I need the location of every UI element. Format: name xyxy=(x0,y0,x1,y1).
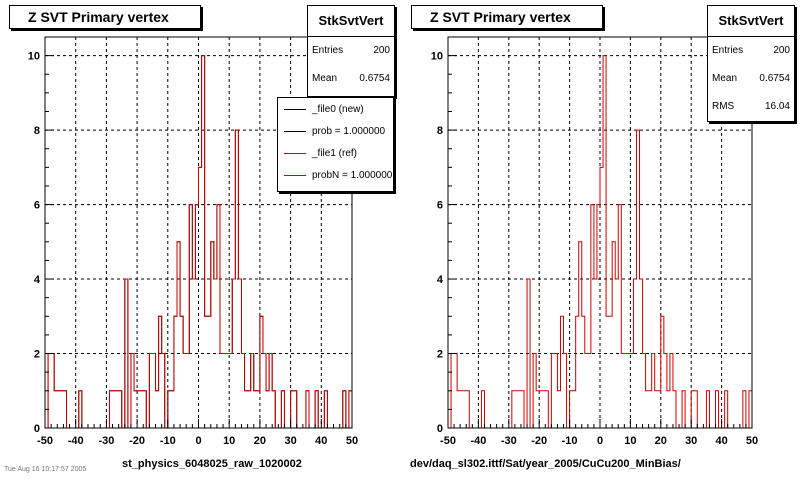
panel-1-x-tick-label-0: 0 xyxy=(195,435,201,447)
legend-entry-probn: probN = 1.000000 xyxy=(278,164,393,186)
panel-2-y-tick-label-0: 0 xyxy=(437,423,443,435)
panel-2-stats-row-entries: Entries 200 xyxy=(708,37,794,65)
panel-1-x-tick-label-40: 40 xyxy=(315,435,327,447)
panel-1-x-tick-label-30: 30 xyxy=(284,435,296,447)
panel-1-stats-mean-label: Mean xyxy=(312,73,338,84)
panel-1-stats-mean-value: 0.6754 xyxy=(359,73,390,84)
legend-entry-file0: _file0 (new) xyxy=(278,98,393,120)
panel-1-y-tick-label-0: 0 xyxy=(34,423,40,435)
panel-1-y-tick-label-10: 10 xyxy=(28,51,40,63)
legend-label-probn: probN = 1.000000 xyxy=(312,169,393,181)
footer-timestamp: Tue Aug 16 10:17:57 2005 xyxy=(4,466,87,473)
legend-label-file0: _file0 (new) xyxy=(312,103,364,115)
panel-1-title: Z SVT Primary vertex xyxy=(9,5,201,29)
panel-2-y-tick-label-10: 10 xyxy=(431,51,443,63)
panel-2-y-tick-label-6: 6 xyxy=(437,200,443,212)
legend-entry-prob: prob = 1.000000 xyxy=(278,120,393,142)
panel-2-stats-mean-label: Mean xyxy=(712,73,738,84)
legend-swatch-file1 xyxy=(284,152,306,154)
panel-1-x-tick-label--30: -30 xyxy=(98,435,114,447)
panel-1-x-tick-label-20: 20 xyxy=(254,435,266,447)
panel-1-y-tick-label-4: 4 xyxy=(34,274,41,286)
panel-2-x-tick-label--40: -40 xyxy=(470,435,486,447)
panel-1-y-tick-label-2: 2 xyxy=(34,349,40,361)
panel-1-x-tick-label-50: 50 xyxy=(346,435,358,447)
panel-2-stats-rms-label: RMS xyxy=(712,101,735,112)
panel-2-y-tick-label-4: 4 xyxy=(437,274,444,286)
legend-entry-file1: _file1 (ref) xyxy=(278,142,393,164)
legend-swatch-file0 xyxy=(284,108,306,110)
panel-2-title: Z SVT Primary vertex xyxy=(411,5,603,29)
panel-2-stats-entries-label: Entries xyxy=(712,45,744,56)
panel-2-stats-row-rms: RMS 16.04 xyxy=(708,93,794,121)
panel-2-x-axis-title: dev/daq_sl302.ittf/Sat/year_2005/CuCu200… xyxy=(410,458,681,470)
panel-1-x-tick-label--40: -40 xyxy=(68,435,84,447)
panel-2-x-tick-label--20: -20 xyxy=(531,435,547,447)
panel-2-x-tick-label-20: 20 xyxy=(655,435,667,447)
panel-1-x-axis-title: st_physics_6048025_raw_1020002 xyxy=(122,458,302,470)
panel-1-x-tick-label-10: 10 xyxy=(223,435,235,447)
panel-2-title-text: Z SVT Primary vertex xyxy=(430,9,571,25)
panel-1-stats-row-entries: Entries 200 xyxy=(308,37,394,65)
panel-2-stats-name: StkSvtVert xyxy=(708,6,794,37)
panel-2-stats-entries-value: 200 xyxy=(773,45,790,56)
panel-2-stats-box: StkSvtVert Entries 200 Mean 0.6754 RMS 1… xyxy=(707,5,795,122)
panel-2-x-tick-label--10: -10 xyxy=(562,435,578,447)
panel-1-stats-entries-value: 200 xyxy=(373,45,390,56)
panel-2-x-tick-label-10: 10 xyxy=(624,435,636,447)
panel-1-stats-box: StkSvtVert Entries 200 Mean 0.6754 xyxy=(307,5,395,97)
panel-2-x-tick-label-40: 40 xyxy=(715,435,727,447)
panel-1-legend: _file0 (new) prob = 1.000000 _file1 (ref… xyxy=(277,97,394,192)
panel-1-stats-row-mean: Mean 0.6754 xyxy=(308,65,394,93)
panel-1-stats-entries-label: Entries xyxy=(312,45,344,56)
panel-1-x-tick-label--10: -10 xyxy=(160,435,176,447)
panel-1-stats-name: StkSvtVert xyxy=(308,6,394,37)
panel-2-x-tick-label-30: 30 xyxy=(685,435,697,447)
panel-1-title-text: Z SVT Primary vertex xyxy=(28,9,169,25)
panel-2-x-tick-label-50: 50 xyxy=(746,435,758,447)
panel-1-x-tick-label--20: -20 xyxy=(129,435,145,447)
legend-swatch-probn xyxy=(284,174,306,176)
panel-2-x-tick-label--50: -50 xyxy=(440,435,456,447)
legend-swatch-prob xyxy=(284,130,306,132)
legend-label-prob: prob = 1.000000 xyxy=(312,125,386,137)
panel-2-y-tick-label-2: 2 xyxy=(437,349,443,361)
panel-2-stats-rms-value: 16.04 xyxy=(764,101,790,112)
panel-2-x-tick-label-0: 0 xyxy=(597,435,603,447)
legend-label-file1: _file1 (ref) xyxy=(312,147,358,159)
panel-1-x-tick-label--50: -50 xyxy=(37,435,53,447)
panel-2-y-tick-label-8: 8 xyxy=(437,125,443,137)
panel-1-y-tick-label-6: 6 xyxy=(34,200,40,212)
panel-2-stats-mean-value: 0.6754 xyxy=(759,73,790,84)
panel-1-y-tick-label-8: 8 xyxy=(34,125,40,137)
panel-2-stats-row-mean: Mean 0.6754 xyxy=(708,65,794,93)
panel-2-x-tick-label--30: -30 xyxy=(501,435,517,447)
